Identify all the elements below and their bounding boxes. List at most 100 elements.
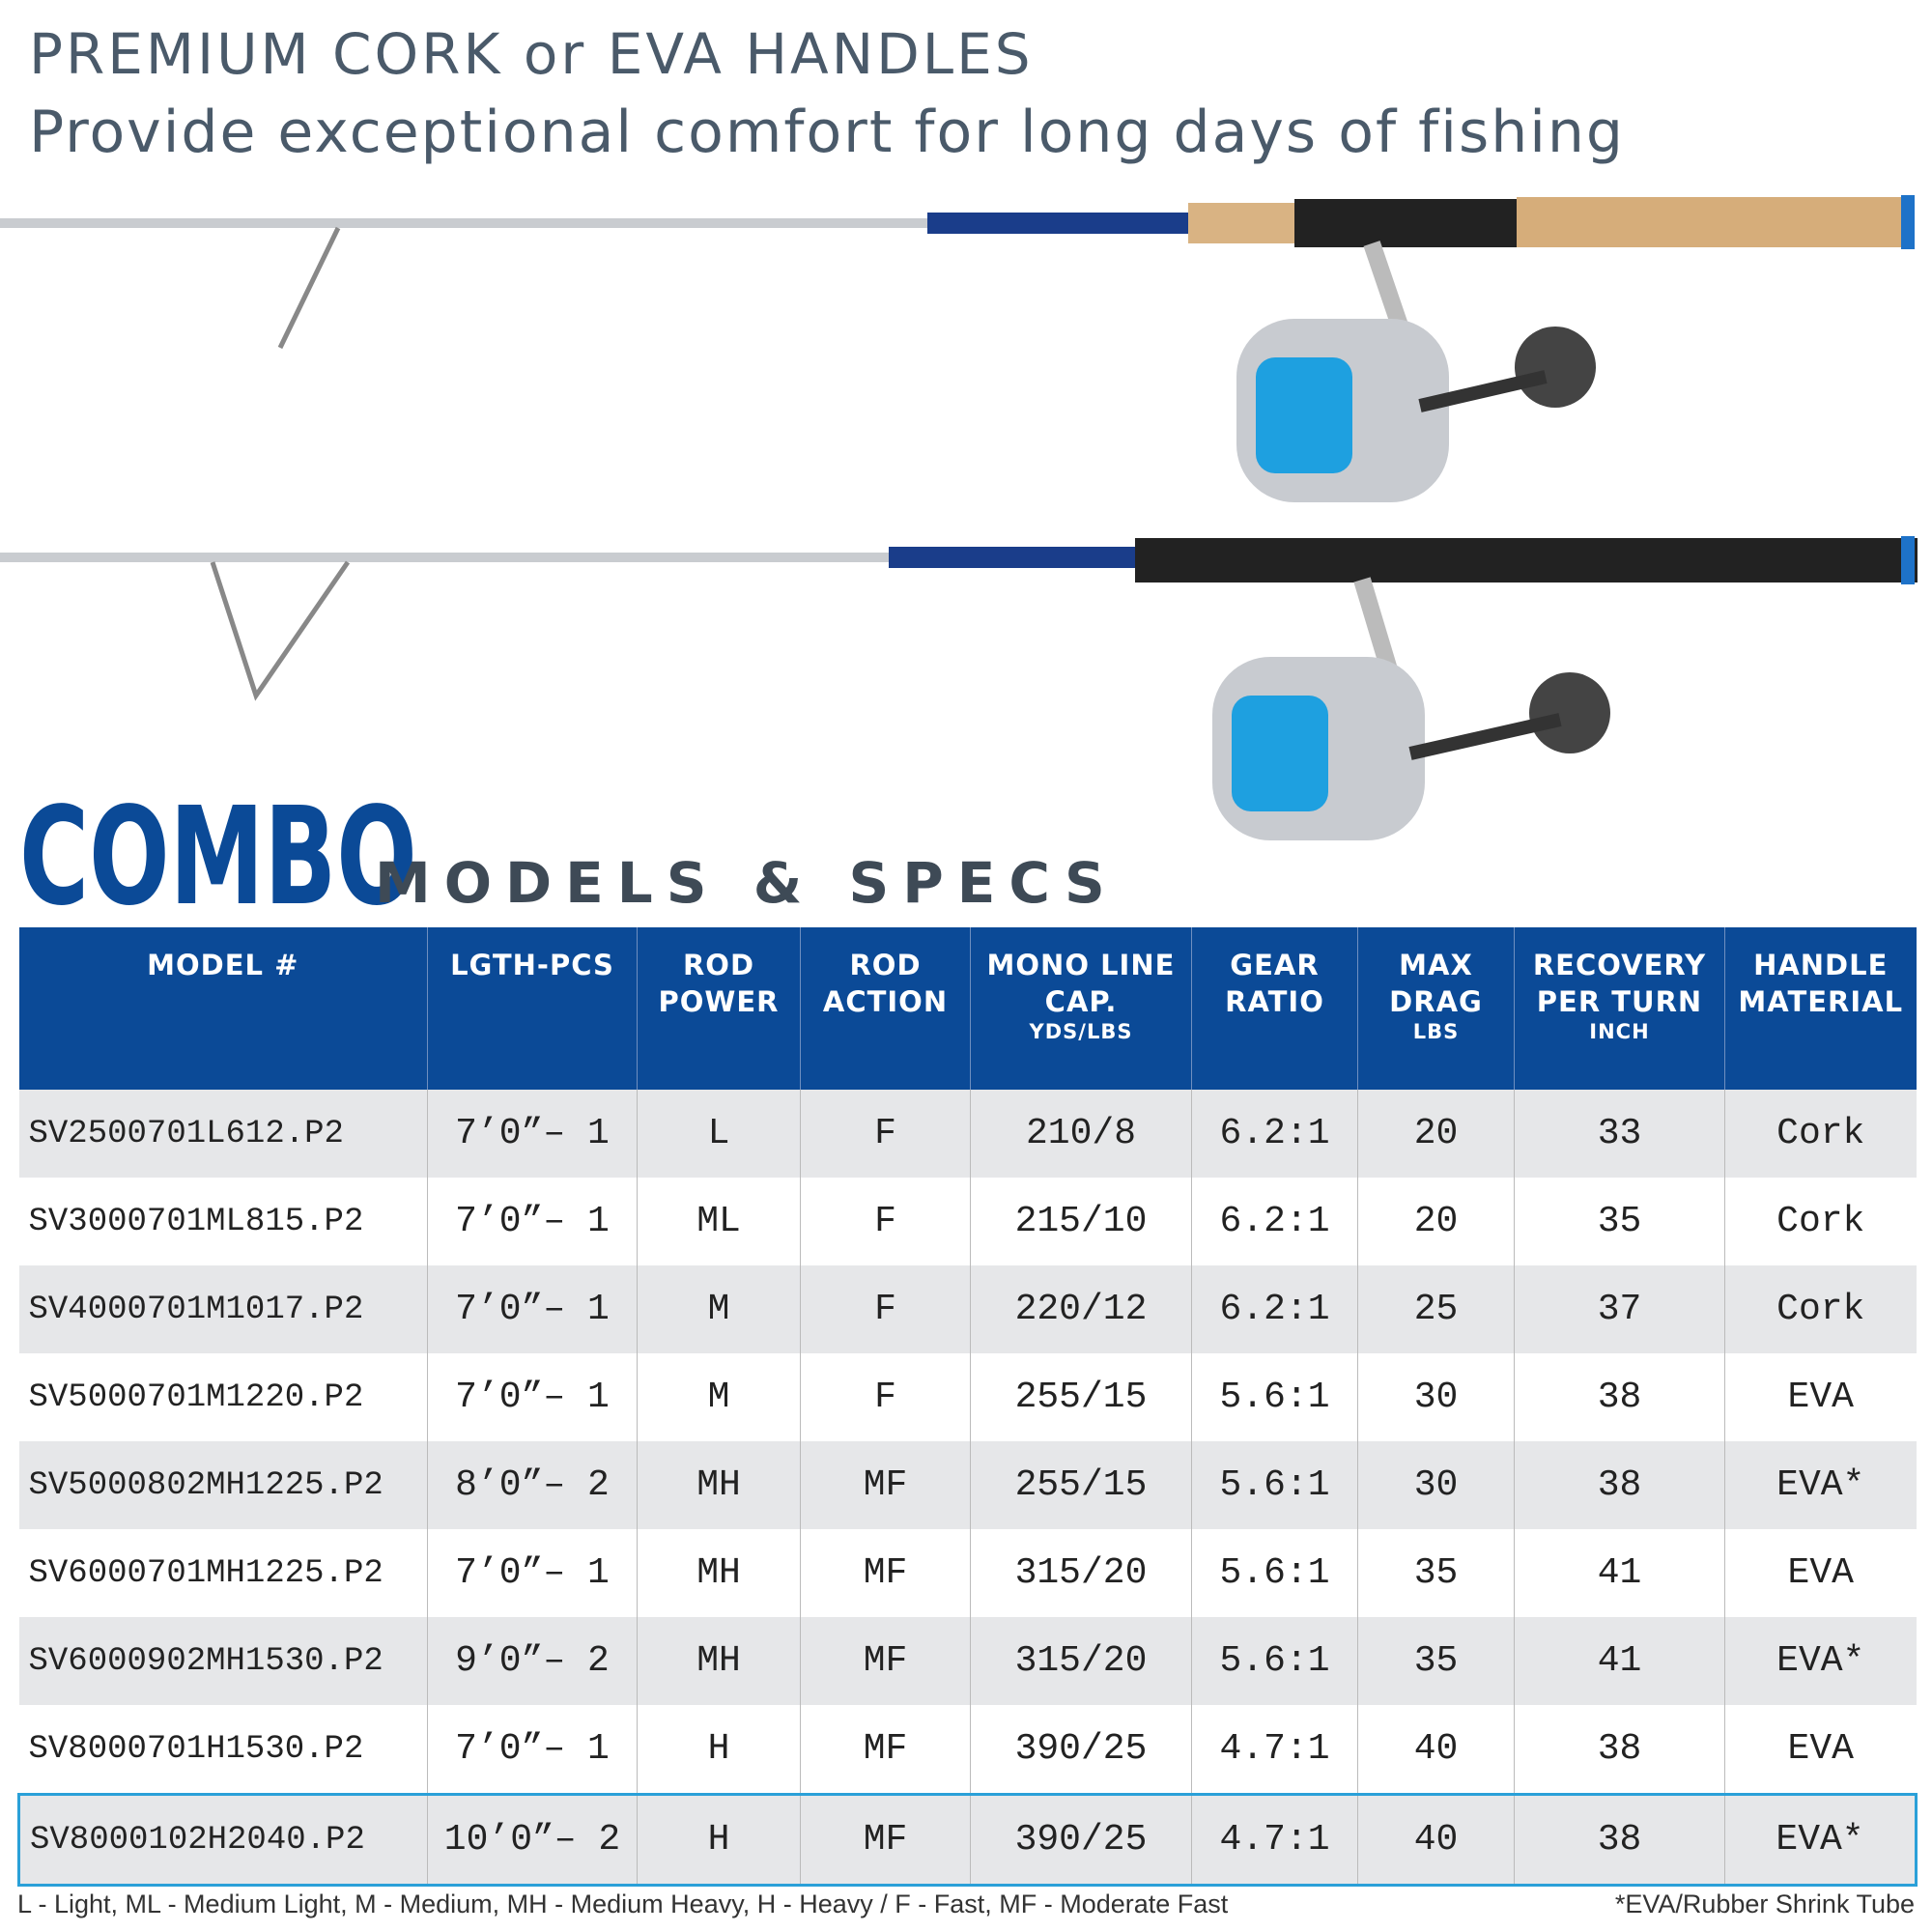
- table-cell: MF: [800, 1617, 971, 1705]
- column-unit: LBS: [1412, 1020, 1460, 1043]
- table-cell: SV6000701MH1225.P2: [28, 1554, 384, 1592]
- table-cell: 7’0”– 1: [427, 1265, 638, 1353]
- table-cell: F: [800, 1265, 971, 1353]
- tagline: Provide exceptional comfort for long day…: [29, 99, 1626, 166]
- table-cell: EVA: [1724, 1529, 1917, 1617]
- table-cell: EVA: [1724, 1705, 1917, 1795]
- table-cell: 4.7:1: [1191, 1705, 1358, 1795]
- table-cell: 7’0”– 1: [427, 1529, 638, 1617]
- table-cell: MH: [637, 1617, 801, 1705]
- rod-1: [0, 195, 1915, 502]
- table-cell: 38: [1514, 1353, 1725, 1441]
- table-cell: 35: [1514, 1178, 1725, 1265]
- table-cell: 40: [1357, 1705, 1515, 1795]
- column-label: ROD POWER: [658, 949, 780, 1018]
- table-cell: EVA*: [1724, 1441, 1917, 1529]
- table-row: SV3000701ML815.P2 7’0”– 1 ML F 215/10 6.2:1 20…: [19, 1178, 1917, 1265]
- table-cell: 390/25: [970, 1705, 1192, 1795]
- table-cell: 210/8: [970, 1090, 1192, 1178]
- table-row: SV5000701M1220.P2 7’0”– 1 M F 255/15 5.6:1 30 3…: [19, 1353, 1917, 1441]
- column-header: HANDLE MATERIAL: [1724, 927, 1917, 1090]
- table-cell: M: [637, 1265, 801, 1353]
- table-cell: Cork: [1724, 1178, 1917, 1265]
- table-cell: 220/12: [970, 1265, 1192, 1353]
- footnote: *EVA/Rubber Shrink Tube: [1614, 1889, 1915, 1918]
- table-cell: 37: [1514, 1265, 1725, 1353]
- column-header: ROD ACTION: [800, 927, 971, 1090]
- table-cell: 5.6:1: [1191, 1529, 1358, 1617]
- table-cell: H: [637, 1793, 801, 1887]
- table-cell: MF: [800, 1529, 971, 1617]
- table-cell: 35: [1357, 1529, 1515, 1617]
- column-header: RECOVERY PER TURN INCH: [1514, 927, 1725, 1090]
- table-cell: F: [800, 1353, 971, 1441]
- product-image: [0, 195, 1918, 840]
- table-cell: SV2500701L612.P2: [18, 1090, 428, 1178]
- table-cell: F: [800, 1178, 971, 1265]
- specs-table: MODEL # LGTH-PCS ROD POWER ROD ACTION MONO L…: [17, 927, 1918, 1887]
- table-cell: 7’0”– 1: [427, 1353, 638, 1441]
- table-cell: MH: [637, 1441, 801, 1529]
- table-cell: 5.6:1: [1191, 1441, 1358, 1529]
- table-cell: 315/20: [970, 1529, 1192, 1617]
- table-row: SV8000102H2040.P2 10’0”– 2 H MF 390/25 4.7:1 4…: [17, 1793, 1918, 1887]
- column-label: HANDLE MATERIAL: [1738, 949, 1904, 1018]
- table-cell: 8’0”– 2: [427, 1441, 638, 1529]
- table-row: SV2500701L612.P2 7’0”– 1 L F 210/8 6.2:1 20 33 C…: [18, 1090, 1917, 1178]
- table-cell: 390/25: [970, 1793, 1192, 1887]
- table-cell: 10’0”– 2: [427, 1793, 638, 1887]
- table-cell: 38: [1514, 1705, 1725, 1795]
- table-cell: 255/15: [970, 1441, 1192, 1529]
- table-cell: 4.7:1: [1191, 1793, 1358, 1887]
- table-cell: MH: [637, 1529, 801, 1617]
- table-cell: SV6000902MH1530.P2: [18, 1617, 428, 1705]
- column-label: MONO LINE CAP.: [986, 949, 1176, 1018]
- legend: L - Light, ML - Medium Light, M - Medium…: [17, 1889, 1229, 1918]
- column-label: GEAR RATIO: [1225, 949, 1324, 1018]
- table-cell: MF: [800, 1705, 971, 1795]
- column-unit: YDS/LBS: [1029, 1020, 1133, 1043]
- table-cell: F: [800, 1090, 971, 1178]
- table-cell: EVA*: [1724, 1793, 1918, 1887]
- table-cell: SV8000102H2040.P2: [17, 1793, 428, 1887]
- column-header: MODEL #: [18, 927, 428, 1090]
- table-cell: L: [637, 1090, 801, 1178]
- table-row: SV5000802MH1225.P2 8’0”– 2 MH MF 255/15 5.6:1…: [18, 1441, 1917, 1529]
- table-cell: SV8000701H1530.P2: [28, 1730, 364, 1768]
- column-label: LGTH-PCS: [450, 949, 614, 981]
- table-cell: 30: [1357, 1441, 1515, 1529]
- table-cell: 40: [1357, 1793, 1515, 1887]
- section-title: COMBO: [19, 779, 417, 936]
- table-cell: H: [637, 1705, 801, 1795]
- table-cell: 6.2:1: [1191, 1178, 1358, 1265]
- table-cell: 35: [1357, 1617, 1515, 1705]
- table-cell: 41: [1514, 1529, 1725, 1617]
- table-cell: ML: [637, 1178, 801, 1265]
- table-cell: SV5000701M1220.P2: [28, 1378, 364, 1416]
- table-row: SV6000902MH1530.P2 9’0”– 2 MH MF 315/20 5.6:1…: [18, 1617, 1917, 1705]
- table-cell: 25: [1357, 1265, 1515, 1353]
- column-unit: INCH: [1589, 1020, 1650, 1043]
- table-cell: MF: [800, 1441, 971, 1529]
- table-cell: M: [637, 1353, 801, 1441]
- table-cell: 315/20: [970, 1617, 1192, 1705]
- section-subtitle: MODELS & SPECS: [375, 850, 1119, 916]
- column-header: MONO LINE CAP. YDS/LBS: [970, 927, 1192, 1090]
- table-cell: 7’0”– 1: [427, 1178, 638, 1265]
- table-row: SV8000701H1530.P2 7’0”– 1 H MF 390/25 4.7:1 40…: [19, 1705, 1917, 1795]
- table-cell: 7’0”– 1: [427, 1090, 638, 1178]
- table-cell: 5.6:1: [1191, 1353, 1358, 1441]
- table-cell: 41: [1514, 1617, 1725, 1705]
- header-row: MODEL # LGTH-PCS ROD POWER ROD ACTION MONO L…: [18, 927, 1917, 1090]
- table-cell: 38: [1514, 1441, 1725, 1529]
- table-cell: 20: [1357, 1090, 1515, 1178]
- table-cell: 5.6:1: [1191, 1617, 1358, 1705]
- headline: PREMIUM CORK or EVA HANDLES: [29, 21, 1034, 87]
- table-cell: Cork: [1724, 1265, 1917, 1353]
- table-cell: 6.2:1: [1191, 1265, 1358, 1353]
- table-cell: MF: [800, 1793, 971, 1887]
- column-header: ROD POWER: [637, 927, 801, 1090]
- rod-2: [0, 536, 1918, 840]
- table-cell: 20: [1357, 1178, 1515, 1265]
